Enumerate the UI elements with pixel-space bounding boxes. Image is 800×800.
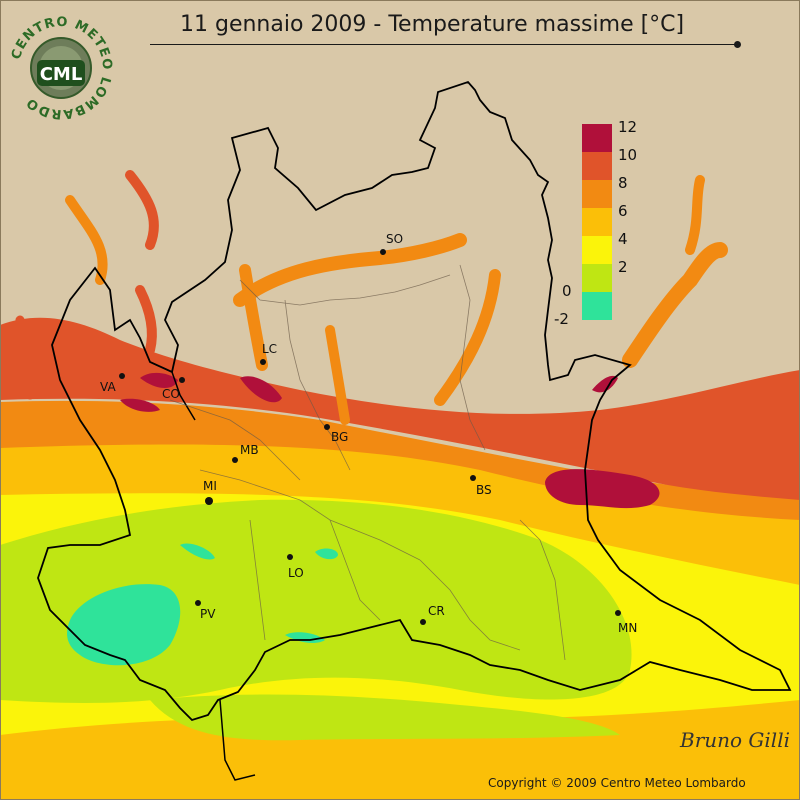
city-dot-mb [232, 457, 238, 463]
valley-chiavenna [125, 170, 159, 250]
legend-label-0: 0 [562, 282, 572, 300]
region-boundary [37, 80, 792, 722]
band-10-12 [0, 317, 800, 500]
legend-label-4: 4 [618, 230, 628, 248]
city-label-bs: BS [476, 483, 492, 497]
map-title: 11 gennaio 2009 - Temperature massime [°… [180, 12, 685, 37]
legend-swatch-0 [582, 292, 612, 320]
city-dot-bg [324, 424, 330, 430]
city-dot-va [119, 373, 125, 379]
valley-sesia [15, 315, 37, 400]
patch-0-mi [180, 543, 215, 560]
city-dot-pv [195, 600, 201, 606]
city-label-cr: CR [428, 604, 445, 618]
city-label-mi: MI [203, 479, 217, 493]
legend-label-6: 6 [618, 202, 628, 220]
legend-swatch-4 [582, 236, 612, 264]
patch-0-pv [67, 584, 181, 666]
valley-lugano [135, 285, 157, 355]
author-signature: Bruno Gilli [680, 728, 790, 752]
city-label-mn: MN [618, 621, 638, 635]
city-label-mb: MB [240, 443, 259, 457]
cml-logo: CENTRO METEO LOMBARDO CML [8, 10, 114, 126]
valley-camonica [434, 269, 501, 406]
legend-label-minus2: -2 [554, 310, 569, 328]
city-label-bg: BG [331, 430, 349, 444]
patch-12-va [120, 398, 160, 412]
legend-swatch-12 [582, 124, 612, 152]
city-dot-bs [470, 475, 476, 481]
switzerland-border [149, 361, 256, 781]
city-dot-co [179, 377, 185, 383]
province-boundaries [169, 264, 566, 661]
city-label-co: CO [162, 387, 180, 401]
patch-12-como [140, 372, 178, 388]
band-2-4-south [150, 694, 620, 741]
band-6-8 [0, 439, 800, 585]
legend-label-2: 2 [618, 258, 628, 276]
valley-valtellina [233, 233, 467, 307]
city-dot-mn [615, 610, 621, 616]
city-label-pv: PV [200, 607, 216, 621]
valley-ticino [65, 195, 108, 285]
legend-label-12: 12 [618, 118, 638, 136]
valley-brembana [325, 325, 350, 425]
city-dot-so [380, 249, 386, 255]
copyright-notice: Copyright © 2009 Centro Meteo Lombardo [488, 776, 746, 790]
city-label-lc: LC [262, 342, 278, 356]
city-dot-lo [287, 554, 293, 560]
patch-0-po [285, 632, 325, 643]
legend-label-8: 8 [618, 174, 628, 192]
city-dot-cr [420, 619, 426, 625]
valley-garda [622, 242, 728, 368]
valley-adige [685, 175, 705, 255]
legend-swatch-10 [582, 152, 612, 180]
city-dot-mi [205, 497, 213, 505]
title-underline-dot [734, 41, 741, 48]
city-label-so: SO [386, 232, 404, 246]
cml-logo-graphic: CENTRO METEO LOMBARDO CML [9, 15, 113, 121]
patch-12-brescia [545, 469, 660, 509]
legend-label-10: 10 [618, 146, 638, 164]
title-underline [150, 44, 738, 45]
city-dot-lc [260, 359, 266, 365]
logo-abbr: CML [40, 64, 83, 85]
city-label-lo: LO [288, 566, 304, 580]
legend-swatch-2 [582, 264, 612, 292]
city-label-va: VA [100, 380, 116, 394]
legend-swatch-6 [582, 208, 612, 236]
valley-lario [239, 264, 268, 371]
patch-12-lecco [240, 376, 282, 403]
color-legend [582, 124, 612, 320]
legend-swatch-8 [582, 180, 612, 208]
patch-0-lo [315, 548, 338, 560]
